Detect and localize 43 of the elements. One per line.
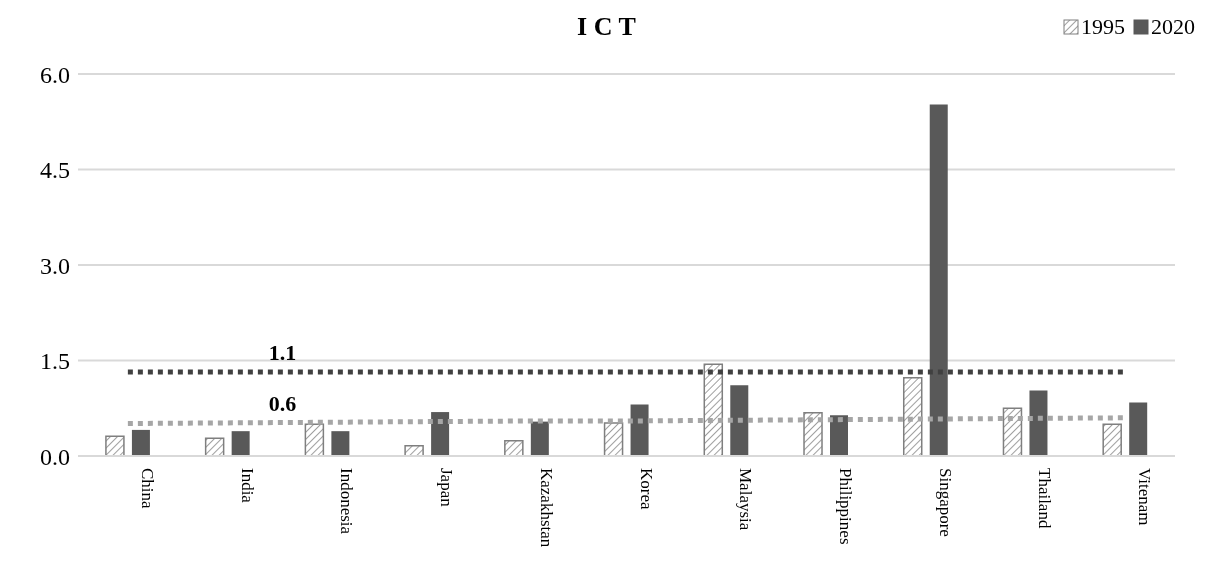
chart-title: I C T xyxy=(577,12,636,41)
bar xyxy=(1029,390,1048,456)
annotation: 0.6 xyxy=(268,390,297,416)
bar xyxy=(404,445,424,456)
bar xyxy=(304,423,325,456)
y-tick-label: 0.0 xyxy=(40,443,70,470)
bar xyxy=(902,376,923,456)
x-tick-label: Indonesia xyxy=(337,468,357,535)
bar xyxy=(530,421,549,456)
bar xyxy=(131,429,150,456)
x-tick-label: Korea xyxy=(636,468,656,510)
bar xyxy=(830,415,849,456)
bar xyxy=(703,363,724,456)
y-tick-label: 4.5 xyxy=(40,157,70,184)
legend-label: 2020 xyxy=(1150,14,1195,40)
x-tick-label: Singapore xyxy=(935,468,955,537)
y-tick-label: 1.5 xyxy=(40,348,70,375)
y-tick-label: 6.0 xyxy=(40,61,70,88)
bar xyxy=(730,385,749,456)
annotation: 1.1 xyxy=(268,339,297,365)
bar xyxy=(1102,423,1122,456)
x-tick-label: Malaysia xyxy=(736,468,756,531)
bar xyxy=(929,104,948,456)
bar xyxy=(630,404,649,456)
x-tick-label: Kazakhstan xyxy=(536,468,556,548)
bar xyxy=(231,431,250,456)
bar xyxy=(204,437,225,456)
bar xyxy=(1129,402,1148,456)
bar xyxy=(1002,407,1023,456)
bar xyxy=(331,431,350,456)
y-tick-label: 3.0 xyxy=(40,252,70,279)
x-tick-label: Thailand xyxy=(1035,468,1055,529)
x-tick-label: Japan xyxy=(437,468,457,508)
bar xyxy=(431,412,450,456)
legend-label: 1995 xyxy=(1080,14,1125,40)
bar xyxy=(603,422,624,456)
x-tick-label: China xyxy=(137,468,157,510)
bar xyxy=(504,439,524,456)
x-tick-label: India xyxy=(237,468,257,504)
x-tick-label: Vitenam xyxy=(1135,468,1155,526)
bar xyxy=(803,411,823,456)
bar xyxy=(105,435,125,456)
x-tick-label: Philippines xyxy=(835,468,855,545)
